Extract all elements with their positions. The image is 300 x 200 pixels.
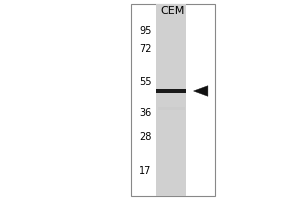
- Text: 28: 28: [139, 132, 152, 142]
- Bar: [130, 4, 214, 196]
- Bar: [158, 107, 184, 110]
- Text: 72: 72: [139, 44, 152, 54]
- Text: 36: 36: [139, 108, 152, 118]
- Text: 95: 95: [139, 26, 152, 36]
- Text: 17: 17: [139, 166, 152, 176]
- Polygon shape: [194, 86, 208, 96]
- Text: CEM: CEM: [160, 6, 185, 16]
- Text: 55: 55: [139, 77, 152, 87]
- Bar: [156, 89, 186, 93]
- Bar: [156, 4, 186, 196]
